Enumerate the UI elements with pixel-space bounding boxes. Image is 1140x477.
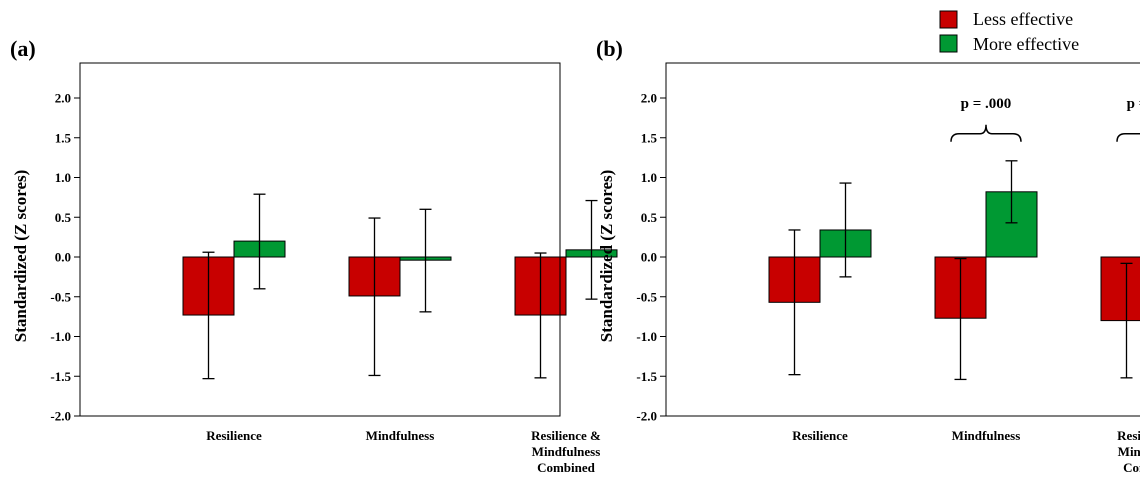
error-bar-a-s0-c1 bbox=[368, 217, 381, 377]
error-bars-a bbox=[202, 193, 598, 380]
y-tick-label-b-6: -1.0 bbox=[636, 329, 657, 344]
error-bar-a-s1-c2 bbox=[585, 199, 598, 300]
error-bar-a-s0-c0 bbox=[202, 251, 215, 380]
error-bar-b-s1-c0 bbox=[839, 182, 852, 278]
y-tick-label-b-2: 1.0 bbox=[641, 170, 657, 185]
y-tick-label-b-3: 0.5 bbox=[641, 210, 658, 225]
legend: Less effective More effective bbox=[939, 9, 1079, 54]
y-tick-label-a-2: 1.0 bbox=[55, 170, 71, 185]
y-tick-label-b-8: -2.0 bbox=[636, 409, 657, 424]
x-category-label-a-2: Resilience & Mindfulness Combined bbox=[531, 428, 601, 475]
x-category-label-a-0: Resilience bbox=[206, 428, 262, 443]
y-tick-label-b-5: -0.5 bbox=[636, 289, 657, 304]
x-category-label-b-0: Resilience bbox=[792, 428, 848, 443]
legend-swatch-less-effective bbox=[939, 10, 958, 29]
x-categories-a: Resilience Mindfulness Resilience & Mindful… bbox=[206, 428, 601, 475]
error-bar-b-s0-c1 bbox=[954, 257, 967, 381]
error-bar-a-s1-c1 bbox=[419, 208, 432, 313]
p-value-label-b-1: p = .001 bbox=[1127, 96, 1140, 112]
annotations-b: p = .000 p = .001 bbox=[950, 96, 1140, 142]
chart-panel-b: (b) Standardized (Z scores) 2.0 1.5 1.0 0.5… bbox=[596, 36, 1140, 475]
panel-label-b: (b) bbox=[596, 36, 623, 61]
bar-b-s0-c2 bbox=[1100, 256, 1140, 322]
significance-bracket-b-1 bbox=[1116, 133, 1140, 142]
p-value-label-b-0: p = .000 bbox=[961, 96, 1012, 112]
y-tick-label-a-3: 0.5 bbox=[55, 210, 72, 225]
y-tick-label-b-0: 2.0 bbox=[641, 91, 657, 106]
significance-annotation-b-0: p = .000 bbox=[950, 96, 1022, 142]
bars-a bbox=[182, 240, 618, 316]
y-tick-label-a-4: 0.0 bbox=[55, 250, 71, 265]
y-axis-label-a: Standardized (Z scores) bbox=[11, 170, 30, 343]
error-bar-a-s1-c0 bbox=[253, 193, 266, 290]
plot-frame-a bbox=[79, 62, 561, 417]
y-ticks-a: 2.0 1.5 1.0 0.5 0.0 -0.5 -1.0 -1.5 -2.0 bbox=[50, 91, 80, 424]
y-tick-label-a-1: 1.5 bbox=[55, 130, 72, 145]
legend-label-more-effective: More effective bbox=[973, 34, 1079, 54]
legend-swatch-more-effective bbox=[939, 34, 958, 53]
y-tick-label-a-5: -0.5 bbox=[50, 289, 71, 304]
error-bars-b bbox=[788, 160, 1133, 381]
y-tick-label-b-7: -1.5 bbox=[636, 369, 657, 384]
legend-label-less-effective: Less effective bbox=[973, 9, 1073, 29]
bars-b bbox=[768, 191, 1140, 322]
y-tick-label-a-6: -1.0 bbox=[50, 329, 71, 344]
x-category-label-b-1: Mindfulness bbox=[952, 428, 1021, 443]
y-axis-label-b: Standardized (Z scores) bbox=[597, 170, 616, 343]
x-category-label-a-1: Mindfulness bbox=[366, 428, 435, 443]
y-tick-label-b-4: 0.0 bbox=[641, 250, 657, 265]
error-bar-b-s1-c1 bbox=[1005, 160, 1018, 224]
error-bar-b-s0-c2 bbox=[1120, 262, 1133, 379]
y-tick-label-a-7: -1.5 bbox=[50, 369, 71, 384]
plot-frame-b bbox=[665, 62, 1140, 417]
error-bar-b-s0-c0 bbox=[788, 229, 801, 376]
error-bar-a-s0-c2 bbox=[534, 252, 547, 379]
y-tick-label-b-1: 1.5 bbox=[641, 130, 658, 145]
x-categories-b: Resilience Mindfulness Resilience &Mindful… bbox=[792, 428, 1140, 475]
y-tick-label-a-0: 2.0 bbox=[55, 91, 71, 106]
significance-annotation-b-1: p = .001 bbox=[1116, 96, 1140, 142]
y-ticks-b: 2.0 1.5 1.0 0.5 0.0 -0.5 -1.0 -1.5 -2.0 bbox=[636, 91, 666, 424]
chart-panel-a: (a) Standardized (Z scores) 2.0 1.5 1.0 0.5… bbox=[10, 36, 618, 475]
significance-bracket-b-0 bbox=[950, 124, 1022, 142]
panel-label-a: (a) bbox=[10, 36, 36, 61]
y-tick-label-a-8: -2.0 bbox=[50, 409, 71, 424]
